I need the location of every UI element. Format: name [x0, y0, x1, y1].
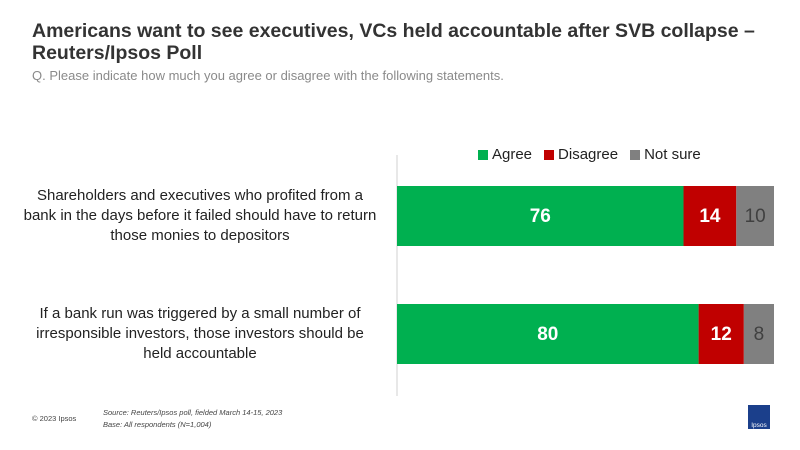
bar-segment: [683, 186, 737, 246]
legend: Agree Disagree Not sure: [478, 146, 701, 163]
chart-title: Americans want to see executives, VCs he…: [32, 20, 755, 64]
value-label: 76: [530, 206, 551, 227]
category-label: If a bank run was triggered by a small n…: [36, 305, 364, 362]
legend-label: Disagree: [558, 146, 619, 163]
bar-segment: [397, 186, 684, 246]
source-note: Source: Reuters/Ipsos poll, fielded Marc…: [103, 408, 283, 417]
bar-segment: [698, 304, 744, 364]
legend-item: Disagree: [544, 146, 618, 163]
legend-item: Not sure: [630, 146, 701, 163]
chart-subtitle: Q. Please indicate how much you agree or…: [32, 68, 504, 83]
value-label: 8: [754, 324, 765, 345]
legend-label: Not sure: [644, 146, 701, 163]
copyright: © 2023 Ipsos: [32, 414, 77, 423]
value-label: 10: [745, 206, 766, 227]
value-label: 80: [537, 324, 558, 345]
bar-segment: [736, 186, 774, 246]
base-note: Base: All respondents (N=1,004): [103, 420, 212, 429]
bar-segment: [397, 304, 699, 364]
legend-swatch: [630, 149, 641, 160]
legend-swatch: [544, 149, 555, 160]
bar-segment: [743, 304, 774, 364]
category-label: Shareholders and executives who profited…: [23, 187, 377, 244]
legend-swatch: [478, 149, 488, 160]
value-label: 14: [699, 206, 721, 227]
value-label: 12: [711, 324, 732, 345]
legend-item: Agree: [478, 146, 532, 163]
logo: Ipsos: [748, 405, 770, 429]
legend-label: Agree: [492, 146, 533, 163]
